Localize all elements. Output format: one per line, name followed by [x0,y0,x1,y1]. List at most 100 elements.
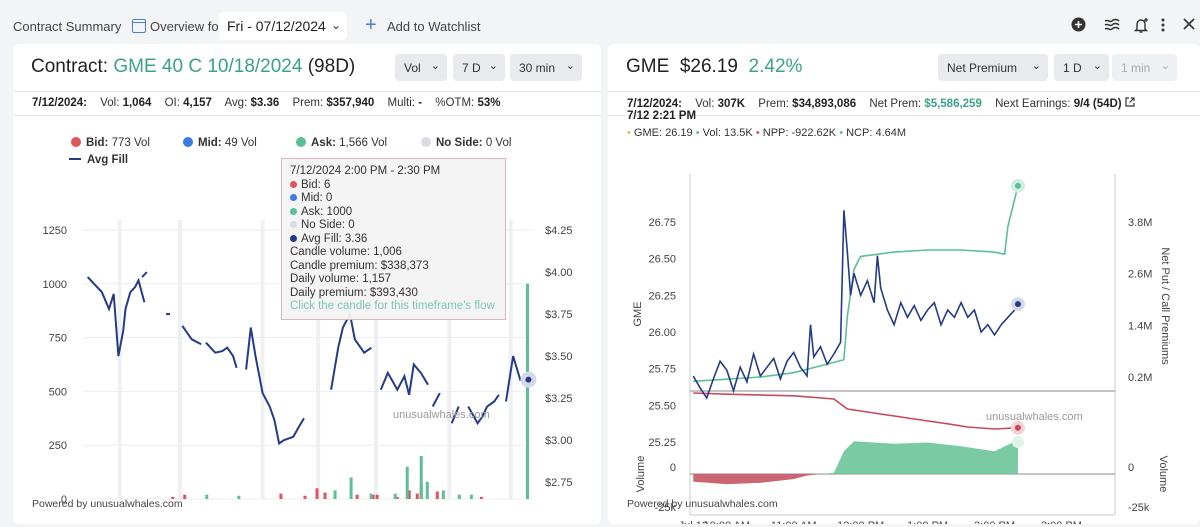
legend-bid-label: Bid: [86,137,109,149]
range-dropdown-value: 7 D [462,60,481,75]
gme-current-point [1014,301,1021,308]
plus-icon[interactable]: + [365,14,377,36]
day-separator [177,220,182,499]
netprem-dropdown[interactable]: Net Premium ⌄ [938,54,1048,81]
y-right-tick: 2.6M [1128,269,1152,281]
vol-highlight [1011,436,1024,448]
ask-bar [457,494,461,499]
y-left-tick: 25.25 [648,437,676,449]
legend-mid[interactable]: Mid: 49 Vol [183,137,257,149]
stock-chart[interactable]: 25.25 25.50 25.75 26.00 26.25 26.50 26.75 0.2M 1… [608,134,1200,524]
volume-area [693,440,1018,485]
ask-dot-icon [296,137,306,147]
y-right-tick: $2.75 [545,477,573,489]
mid-dot-icon [183,137,193,147]
calendar-icon[interactable] [132,19,146,33]
day-separator [117,220,122,499]
tooltip-ask: Ask: 1000 [290,206,497,220]
ask-bar [441,490,445,499]
tooltip-mid: Mid: 0 [290,192,497,206]
y-left-tick: 750 [49,333,67,345]
y-left-tick: 26.75 [648,217,676,229]
avg-fill-current-point [525,376,532,383]
close-icon[interactable] [1182,17,1196,36]
bell-plus-icon[interactable] [1133,17,1149,38]
page-title: Contract Summary [13,19,122,34]
date-select[interactable]: Fri - 07/12/2024 ⌄ [219,12,347,40]
minute-dropdown-value: 1 min [1121,60,1151,75]
tooltip-daily-volume: Daily volume: 1,157 [290,273,391,285]
layers-icon[interactable] [1104,17,1120,36]
y-left-tick: 500 [49,386,67,398]
otm-value: 53% [477,97,501,109]
ncp-line [693,185,1019,383]
contract-name[interactable]: GME 40 C 10/18/2024 [113,56,303,77]
ask-bar [425,481,429,499]
y-right-tick: $4.00 [545,267,573,279]
y-right-tick: $3.75 [545,309,573,321]
prem-value: $34,893,086 [792,98,857,110]
legend-mid-label: Mid: [198,137,222,149]
legend-vol: Vol: 13.5K [702,127,753,139]
interval-dropdown[interactable]: 30 min ⌄ [510,54,582,81]
bid-bar [315,488,319,499]
legend-ask[interactable]: Ask: 1,566 Vol [296,137,387,149]
chevron-down-icon: ⌄ [488,60,498,72]
add-circle-icon[interactable] [1071,17,1086,37]
stock-stats: 7/12/2024: Vol: 307K Prem: $34,893,086 N… [608,91,1200,116]
earnings-label: Next Earnings: [995,98,1071,110]
legend-bid[interactable]: Bid: 773 Vol [71,137,150,149]
range-dropdown[interactable]: 7 D ⌄ [453,54,505,81]
legend-noside-label: No Side: [436,137,483,149]
tooltip-avgfill: Avg Fill: 3.36 [290,233,497,247]
add-to-watchlist-button[interactable]: Add to Watchlist [387,19,481,34]
avg-fill-line [181,325,202,346]
prem-label: Prem: [292,97,324,109]
day-separator [374,220,379,499]
x-tick: 1:00 PM [907,520,948,524]
ask-dot-icon [290,207,297,215]
external-link-icon[interactable] [1125,97,1135,107]
y-right-tick: $3.25 [545,393,573,405]
legend-ask-value: 1,566 Vol [339,137,388,149]
netprem-label: Net Prem: [869,98,922,110]
tooltip-bid: Bid: 6 [290,179,497,193]
legend-noside[interactable]: No Side: 0 Vol [421,137,511,149]
y-right-tick: $4.25 [545,225,573,237]
more-vertical-icon[interactable] [1160,17,1166,38]
x-tick: 2:00 PM [974,520,1015,524]
metric-dropdown-value: Vol [404,60,421,75]
volume-negative-area [693,474,821,485]
x-tick: 11:00 AM [771,520,817,524]
multi-value: - [418,97,423,109]
tooltip-ask-text: Ask: 1000 [301,205,353,218]
chevron-down-icon: ⌄ [1160,60,1170,72]
chart-tooltip: 7/12/2024 2:00 PM - 2:30 PM Bid: 6 Mid: … [281,158,506,320]
contract-chart[interactable]: 0 250 500 750 1000 1250 $2.75 $3.00 $3.25 $3.50 $3… [13,124,601,504]
tooltip-candle-premium: Candle premium: $338,373 [290,259,429,272]
y-left-tick: 26.25 [648,290,676,302]
x-tick: 10:00 AM [704,520,750,524]
chart-timestamp: 7/12 2:21 PM [627,110,697,122]
vol-right-label: Volume [1157,456,1169,493]
powered-by[interactable]: Powered by unusualwhales.com [32,498,183,510]
prem-value: $357,940 [326,97,375,109]
bid-bar [371,494,375,499]
contract-panel: Contract: GME 40 C 10/18/2024 (98D) Vol ⌄… [13,44,601,524]
legend-avgfill[interactable]: Avg Fill [69,154,128,166]
bid-bar [303,495,307,499]
contract-dte: (98D) [307,56,356,77]
watermark: unusualwhales.com [986,411,1083,423]
avg-value: $3.36 [250,97,280,109]
tooltip-flow-link[interactable]: Click the candle for this timeframe's fl… [290,300,495,312]
metric-dropdown[interactable]: Vol ⌄ [395,54,447,81]
ask-bar [349,477,353,499]
vol-left-label: Volume [635,456,647,493]
contract-stats: 7/12/2024: Vol: 1,064 OI: 4,157 Avg: $3.… [13,91,601,116]
bid-bar [375,494,379,499]
y-right-tick: 0.2M [1128,372,1152,384]
legend-npp: NPP: -922.62K [762,127,837,139]
day-range-dropdown[interactable]: 1 D ⌄ [1054,54,1109,81]
powered-by[interactable]: Powered by unusualwhales.com [627,498,778,510]
tooltip-mid-text: Mid: 0 [301,192,333,204]
